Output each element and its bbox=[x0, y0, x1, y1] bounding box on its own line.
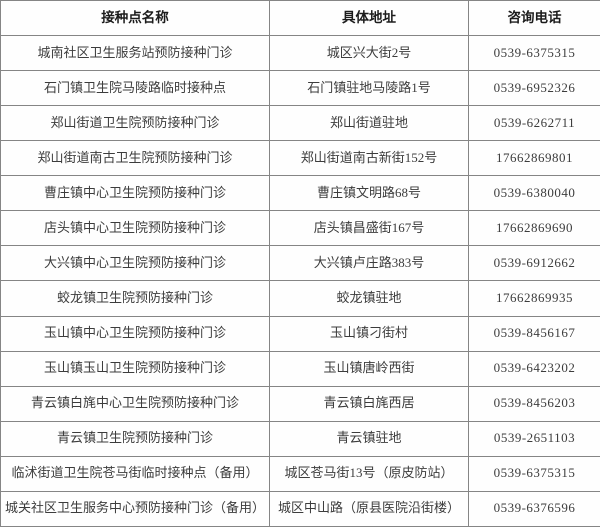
table-row: 青云镇白旄中心卫生院预防接种门诊 青云镇白旄西居 0539-8456203 bbox=[0, 385, 600, 422]
phone-cell: 0539-6423202 bbox=[468, 350, 600, 387]
site-name-cell: 店头镇中心卫生院预防接种门诊 bbox=[0, 210, 270, 247]
phone-cell: 0539-6375315 bbox=[468, 455, 600, 492]
site-name-cell: 石门镇卫生院马陵路临时接种点 bbox=[0, 70, 270, 107]
site-name-cell: 青云镇卫生院预防接种门诊 bbox=[0, 420, 270, 457]
address-cell: 青云镇驻地 bbox=[269, 420, 469, 457]
site-name-cell: 郑山街道卫生院预防接种门诊 bbox=[0, 105, 270, 142]
column-header-phone: 咨询电话 bbox=[468, 0, 600, 36]
site-name-cell: 郑山街道南古卫生院预防接种门诊 bbox=[0, 140, 270, 177]
site-name-cell: 大兴镇中心卫生院预防接种门诊 bbox=[0, 245, 270, 282]
phone-cell: 0539-6376596 bbox=[468, 490, 600, 527]
address-cell: 城区苍马街13号（原皮防站） bbox=[269, 455, 469, 492]
site-name-cell: 玉山镇中心卫生院预防接种门诊 bbox=[0, 315, 270, 352]
table-row: 城关社区卫生服务中心预防接种门诊（备用） 城区中山路（原县医院沿街楼） 0539-6… bbox=[0, 490, 600, 527]
table-row: 蛟龙镇卫生院预防接种门诊 蛟龙镇驻地 17662869935 bbox=[0, 280, 600, 317]
site-name-cell: 玉山镇玉山卫生院预防接种门诊 bbox=[0, 350, 270, 387]
phone-cell: 17662869935 bbox=[468, 280, 600, 317]
table-row: 曹庄镇中心卫生院预防接种门诊 曹庄镇文明路68号 0539-6380040 bbox=[0, 175, 600, 212]
address-cell: 玉山镇唐岭西街 bbox=[269, 350, 469, 387]
table-row: 玉山镇玉山卫生院预防接种门诊 玉山镇唐岭西街 0539-6423202 bbox=[0, 350, 600, 387]
address-cell: 曹庄镇文明路68号 bbox=[269, 175, 469, 212]
address-cell: 蛟龙镇驻地 bbox=[269, 280, 469, 317]
phone-cell: 0539-6380040 bbox=[468, 175, 600, 212]
address-cell: 店头镇昌盛街167号 bbox=[269, 210, 469, 247]
address-cell: 郑山街道南古新街152号 bbox=[269, 140, 469, 177]
phone-cell: 0539-6262711 bbox=[468, 105, 600, 142]
table-row: 石门镇卫生院马陵路临时接种点 石门镇驻地马陵路1号 0539-6952326 bbox=[0, 70, 600, 107]
phone-cell: 0539-6952326 bbox=[468, 70, 600, 107]
site-name-cell: 曹庄镇中心卫生院预防接种门诊 bbox=[0, 175, 270, 212]
site-name-cell: 城关社区卫生服务中心预防接种门诊（备用） bbox=[0, 490, 270, 527]
site-name-cell: 临沭街道卫生院苍马街临时接种点（备用） bbox=[0, 455, 270, 492]
table-row: 郑山街道南古卫生院预防接种门诊 郑山街道南古新街152号 17662869801 bbox=[0, 140, 600, 177]
phone-cell: 0539-8456167 bbox=[468, 315, 600, 352]
phone-cell: 0539-8456203 bbox=[468, 385, 600, 422]
phone-cell: 17662869801 bbox=[468, 140, 600, 177]
phone-cell: 0539-2651103 bbox=[468, 420, 600, 457]
address-cell: 石门镇驻地马陵路1号 bbox=[269, 70, 469, 107]
phone-cell: 17662869690 bbox=[468, 210, 600, 247]
address-cell: 玉山镇刁街村 bbox=[269, 315, 469, 352]
table-body: 城南社区卫生服务站预防接种门诊 城区兴大街2号 0539-6375315 石门镇卫生院… bbox=[0, 34, 600, 527]
address-cell: 青云镇白旄西居 bbox=[269, 385, 469, 422]
table-row: 郑山街道卫生院预防接种门诊 郑山街道驻地 0539-6262711 bbox=[0, 105, 600, 142]
phone-cell: 0539-6375315 bbox=[468, 34, 600, 72]
table-row: 大兴镇中心卫生院预防接种门诊 大兴镇卢庄路383号 0539-6912662 bbox=[0, 245, 600, 282]
table-header-row: 接种点名称 具体地址 咨询电话 bbox=[0, 0, 600, 36]
site-name-cell: 城南社区卫生服务站预防接种门诊 bbox=[0, 34, 270, 72]
table-row: 店头镇中心卫生院预防接种门诊 店头镇昌盛街167号 17662869690 bbox=[0, 210, 600, 247]
table-row: 临沭街道卫生院苍马街临时接种点（备用） 城区苍马街13号（原皮防站） 0539-63… bbox=[0, 455, 600, 492]
table-row: 玉山镇中心卫生院预防接种门诊 玉山镇刁街村 0539-8456167 bbox=[0, 315, 600, 352]
address-cell: 城区中山路（原县医院沿街楼） bbox=[269, 490, 469, 527]
address-cell: 郑山街道驻地 bbox=[269, 105, 469, 142]
address-cell: 城区兴大街2号 bbox=[269, 34, 469, 72]
column-header-address: 具体地址 bbox=[269, 0, 469, 36]
site-name-cell: 蛟龙镇卫生院预防接种门诊 bbox=[0, 280, 270, 317]
site-name-cell: 青云镇白旄中心卫生院预防接种门诊 bbox=[0, 385, 270, 422]
table-row: 青云镇卫生院预防接种门诊 青云镇驻地 0539-2651103 bbox=[0, 420, 600, 457]
table-row: 城南社区卫生服务站预防接种门诊 城区兴大街2号 0539-6375315 bbox=[0, 34, 600, 72]
phone-cell: 0539-6912662 bbox=[468, 245, 600, 282]
column-header-site-name: 接种点名称 bbox=[0, 0, 270, 36]
address-cell: 大兴镇卢庄路383号 bbox=[269, 245, 469, 282]
